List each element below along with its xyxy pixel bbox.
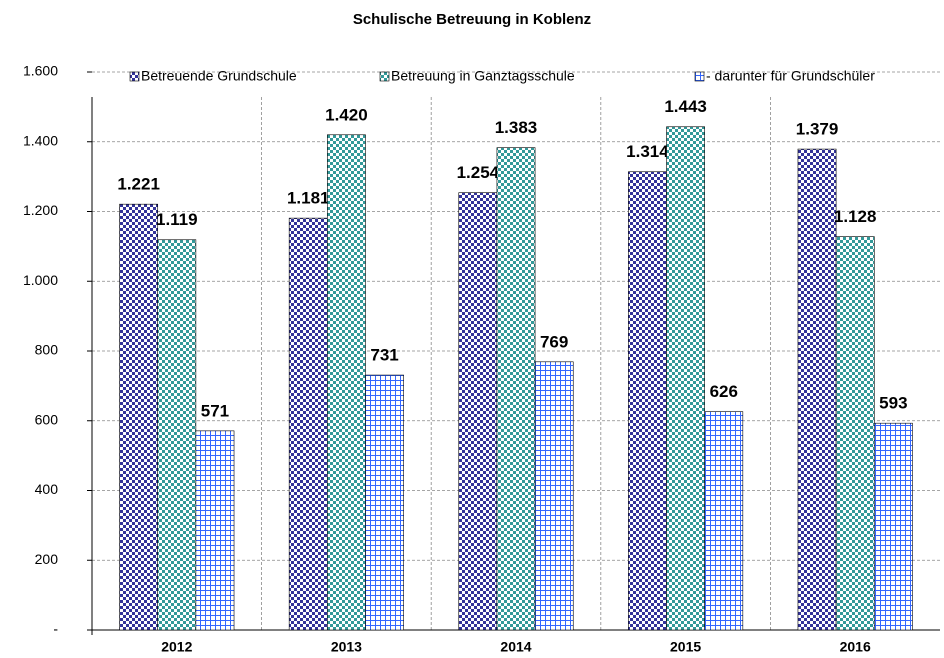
legend-swatch [129, 71, 140, 82]
y-tick-label: 200 [35, 551, 59, 567]
value-label: 1.379 [796, 120, 839, 139]
value-label: 1.383 [495, 118, 538, 137]
x-tick-label: 2016 [840, 639, 871, 655]
x-tick-label: 2015 [670, 639, 701, 655]
legend-label: - darunter für Grundschüler [706, 68, 875, 84]
value-label: 1.128 [834, 207, 877, 226]
value-label: 626 [710, 382, 738, 401]
value-label: 769 [540, 332, 568, 351]
bar [534, 361, 574, 631]
bar [704, 411, 744, 631]
value-label: 593 [879, 394, 907, 413]
y-tick-label: - [53, 621, 58, 637]
bar [873, 422, 913, 631]
legend-swatch [379, 71, 390, 82]
value-label: 1.420 [325, 105, 368, 124]
bar [119, 203, 159, 631]
y-tick-label: 1.400 [23, 132, 58, 148]
x-tick-label: 2014 [500, 639, 531, 655]
bar [797, 148, 837, 631]
bar [288, 217, 328, 631]
y-tick-label: 1.200 [23, 202, 58, 218]
x-tick-label: 2012 [161, 639, 192, 655]
x-tick-label: 2013 [331, 639, 362, 655]
bar [666, 126, 705, 631]
y-tick-label: 1.600 [23, 63, 58, 79]
bar [365, 374, 404, 631]
value-label: 1.254 [457, 163, 500, 182]
value-label: 1.181 [287, 189, 330, 208]
legend-label: Betreuung in Ganztagsschule [391, 68, 575, 84]
value-label: 1.443 [664, 97, 707, 116]
bar [327, 134, 366, 631]
value-label: 571 [201, 401, 229, 420]
chart-title: Schulische Betreuung in Koblenz [353, 11, 591, 28]
legend-swatch [694, 71, 705, 82]
bar [195, 430, 235, 631]
y-tick-label: 600 [35, 411, 59, 427]
bar [835, 236, 875, 631]
y-tick-label: 400 [35, 481, 59, 497]
bar [628, 171, 667, 631]
value-label: 1.314 [626, 142, 669, 161]
y-tick-label: 800 [35, 342, 59, 358]
legend-label: Betreuende Grundschule [141, 68, 297, 84]
bar [496, 147, 536, 631]
bar [458, 192, 498, 631]
value-label: 1.119 [156, 210, 198, 229]
value-label: 1.221 [117, 175, 160, 194]
y-tick-label: 1.000 [23, 272, 58, 288]
bar [157, 239, 197, 631]
value-label: 731 [370, 346, 398, 365]
